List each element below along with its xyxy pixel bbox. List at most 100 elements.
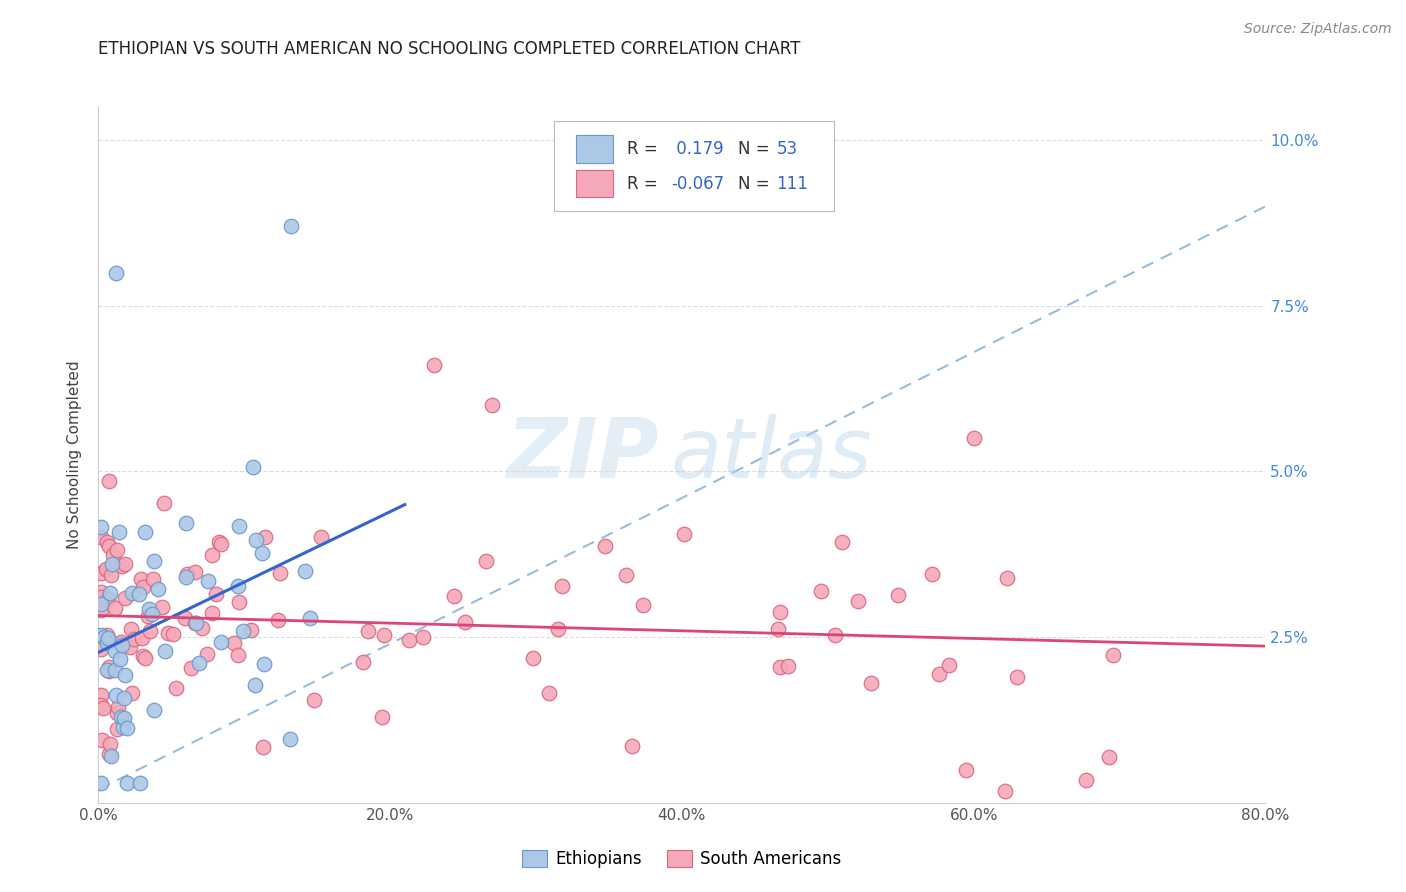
Point xyxy=(110,710,132,724)
Point xyxy=(138,601,160,615)
Point xyxy=(197,574,219,588)
Point xyxy=(280,732,302,747)
Point xyxy=(153,644,176,658)
Point xyxy=(93,631,115,645)
Point xyxy=(201,549,224,563)
Point xyxy=(98,737,121,751)
Point xyxy=(184,615,207,630)
Point xyxy=(120,623,142,637)
Point xyxy=(224,636,246,650)
Point xyxy=(104,644,127,658)
Point xyxy=(859,675,882,690)
Point xyxy=(302,693,325,707)
Text: ZIP: ZIP xyxy=(506,415,658,495)
Point xyxy=(114,557,136,571)
Point xyxy=(620,739,643,754)
Point xyxy=(195,647,218,661)
Point xyxy=(97,539,120,553)
Point xyxy=(115,721,138,735)
Point xyxy=(537,686,560,700)
Point xyxy=(831,534,853,549)
Point xyxy=(242,460,264,475)
Point xyxy=(352,655,374,669)
Point xyxy=(165,681,187,695)
Point xyxy=(97,631,120,645)
Point xyxy=(132,649,155,664)
Point xyxy=(118,640,141,655)
Point xyxy=(209,537,232,551)
Point xyxy=(112,720,135,734)
Point xyxy=(141,607,163,622)
Point xyxy=(105,543,128,558)
Text: N =: N = xyxy=(738,175,775,193)
Point xyxy=(373,628,395,642)
Point xyxy=(105,723,128,737)
Point xyxy=(103,549,125,563)
Point xyxy=(443,589,465,603)
Point xyxy=(176,567,198,582)
Point xyxy=(232,624,254,639)
Point xyxy=(201,607,224,621)
Point xyxy=(114,667,136,681)
Point xyxy=(593,539,616,553)
Point xyxy=(157,626,180,640)
Point xyxy=(962,431,984,445)
Point xyxy=(245,533,267,548)
Point xyxy=(1098,750,1121,764)
Point xyxy=(209,635,232,649)
Text: ETHIOPIAN VS SOUTH AMERICAN NO SCHOOLING COMPLETED CORRELATION CHART: ETHIOPIAN VS SOUTH AMERICAN NO SCHOOLING… xyxy=(98,40,801,58)
Point xyxy=(299,611,322,625)
Point xyxy=(122,632,145,646)
Point xyxy=(228,648,250,663)
Point xyxy=(928,667,950,681)
Point xyxy=(90,689,112,703)
Point xyxy=(134,524,156,539)
Point xyxy=(90,584,112,599)
Point xyxy=(90,628,112,642)
Point xyxy=(97,592,120,607)
Point xyxy=(824,628,846,642)
Point xyxy=(91,733,114,747)
Point xyxy=(100,749,122,764)
Legend: Ethiopians, South Americans: Ethiopians, South Americans xyxy=(516,843,848,874)
Point xyxy=(128,587,150,601)
Point xyxy=(142,554,165,568)
Point xyxy=(132,580,155,594)
Point xyxy=(769,605,792,619)
Point xyxy=(150,599,173,614)
FancyBboxPatch shape xyxy=(575,169,613,197)
Point xyxy=(614,568,637,582)
Point xyxy=(136,608,159,623)
Point xyxy=(1074,773,1097,788)
Point xyxy=(98,474,121,488)
Point xyxy=(142,703,165,717)
Point xyxy=(174,516,197,531)
Point xyxy=(107,699,129,714)
Point xyxy=(994,783,1017,797)
Point xyxy=(139,624,162,639)
Point xyxy=(254,530,277,544)
Point xyxy=(253,657,276,671)
Point xyxy=(252,546,274,560)
Point xyxy=(1102,648,1125,662)
Point xyxy=(672,526,695,541)
Point xyxy=(96,635,118,649)
Point xyxy=(768,660,790,674)
Point xyxy=(474,554,496,568)
Point xyxy=(162,627,184,641)
Point xyxy=(522,651,544,665)
Text: Source: ZipAtlas.com: Source: ZipAtlas.com xyxy=(1244,22,1392,37)
Point xyxy=(128,776,150,790)
Text: R =: R = xyxy=(627,175,664,193)
Point xyxy=(105,706,128,721)
Point xyxy=(766,622,789,636)
Point xyxy=(921,567,943,582)
Point xyxy=(226,579,249,593)
Point xyxy=(90,597,112,611)
Point xyxy=(90,602,112,616)
Point xyxy=(98,586,121,600)
Point xyxy=(104,688,127,702)
Point xyxy=(955,763,977,777)
Point xyxy=(633,598,655,612)
Point xyxy=(134,650,156,665)
